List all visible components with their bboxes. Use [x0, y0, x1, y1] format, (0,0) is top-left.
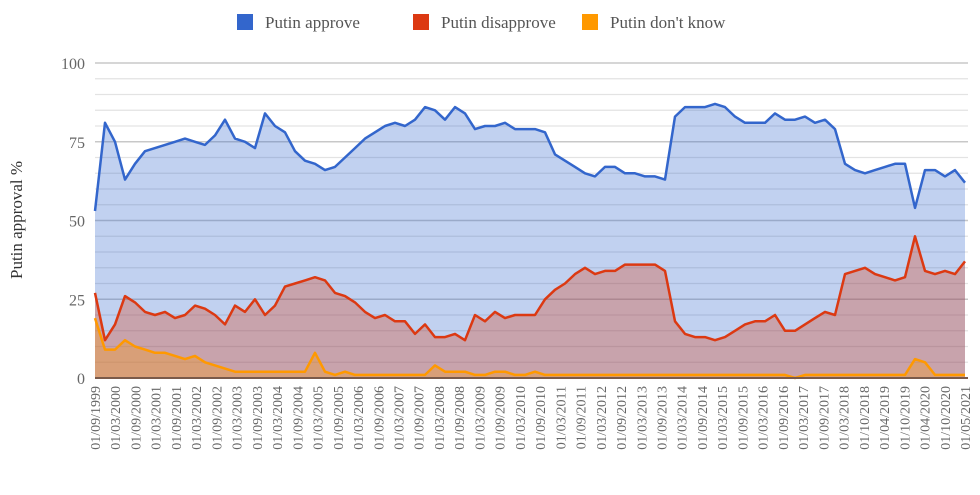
x-tick-label: 01/10/2020	[939, 386, 954, 450]
x-tick-label: 01/03/2006	[352, 386, 367, 450]
x-tick-label: 01/09/2001	[170, 386, 185, 450]
x-tick-label: 01/03/2016	[757, 386, 772, 450]
x-tick-label: 01/09/2016	[777, 386, 792, 450]
x-tick-label: 01/09/2014	[696, 386, 711, 450]
legend-label: Putin disapprove	[441, 13, 556, 32]
x-tick-label: 01/09/1999	[89, 386, 104, 450]
x-tick-label: 01/10/2018	[858, 386, 873, 450]
x-tick-label: 01/03/2014	[676, 386, 691, 450]
x-tick-label: 01/03/2007	[392, 386, 407, 450]
x-tick-label: 01/03/2000	[109, 386, 124, 450]
y-tick-label: 0	[77, 371, 85, 388]
x-tick-label: 01/03/2008	[433, 386, 448, 450]
legend-swatch	[413, 14, 429, 30]
x-tick-label: 01/09/2009	[494, 386, 509, 450]
x-tick-label: 01/09/2003	[251, 386, 266, 450]
area-putin-disapprove	[95, 236, 965, 378]
y-tick-label: 50	[69, 214, 85, 231]
x-tick-label: 01/09/2006	[372, 386, 387, 450]
x-tick-label: 01/04/2020	[919, 386, 934, 450]
line-putin-don-t-know	[93, 317, 965, 380]
x-tick-label: 01/04/2019	[878, 386, 893, 450]
series-lines	[93, 102, 966, 380]
y-axis-label: Putin approval %	[7, 161, 26, 279]
area-putin-approve	[95, 103, 965, 379]
x-tick-label: 01/09/2004	[291, 386, 306, 450]
area-putin-don-t-know	[95, 318, 965, 378]
x-tick-label: 01/03/2012	[595, 386, 610, 450]
y-tick-label: 75	[69, 135, 85, 152]
y-tick-label: 25	[69, 292, 85, 309]
x-tick-label: 01/09/2002	[210, 386, 225, 450]
x-tick-label: 01/03/2013	[635, 386, 650, 450]
legend-swatch	[237, 14, 253, 30]
x-tick-label: 01/03/2009	[473, 386, 488, 450]
legend-label: Putin don't know	[610, 13, 726, 32]
x-tick-label: 01/03/2004	[271, 386, 286, 450]
gridlines	[95, 62, 968, 363]
x-tick-label: 01/03/2010	[514, 386, 529, 450]
legend-label: Putin approve	[265, 13, 360, 32]
x-tick-label: 01/09/2008	[453, 386, 468, 450]
x-tick-label: 01/03/2015	[716, 386, 731, 450]
x-tick-label: 01/09/2010	[534, 386, 549, 450]
x-tick-label: 01/09/2013	[656, 386, 671, 450]
legend: Putin approve Putin disapprove Putin don't…	[237, 13, 726, 32]
legend-swatch	[582, 14, 598, 30]
series-areas	[95, 103, 965, 379]
x-tick-label: 01/03/2003	[231, 386, 246, 450]
x-tick-label: 01/03/2018	[838, 386, 853, 450]
x-tick-label: 01/09/2012	[615, 386, 630, 450]
x-tick-label: 01/03/2011	[554, 386, 569, 449]
x-tick-label: 01/09/2017	[817, 386, 832, 450]
x-tick-label: 01/10/2019	[898, 386, 913, 450]
y-tick-labels: 0 25 50 75 100	[61, 56, 85, 388]
line-putin-disapprove	[93, 235, 966, 342]
x-tick-label: 01/09/2000	[129, 386, 144, 450]
x-tick-label: 01/09/2007	[413, 386, 428, 450]
y-tick-label: 100	[61, 56, 85, 73]
x-tick-label: 01/03/2001	[150, 386, 165, 450]
x-tick-label: 01/09/2005	[332, 386, 347, 450]
x-tick-label: 01/09/2015	[736, 386, 751, 450]
line-putin-approve	[93, 102, 966, 212]
x-tick-label: 01/05/2021	[959, 386, 974, 450]
x-tick-label: 01/03/2017	[797, 386, 812, 450]
x-tick-label: 01/03/2002	[190, 386, 205, 450]
x-tick-label: 01/09/2011	[575, 386, 590, 449]
x-tick-label: 01/03/2005	[312, 386, 327, 450]
x-tick-labels: 01/09/1999 01/03/2000 01/09/2000 01/03/2001…	[89, 386, 974, 450]
